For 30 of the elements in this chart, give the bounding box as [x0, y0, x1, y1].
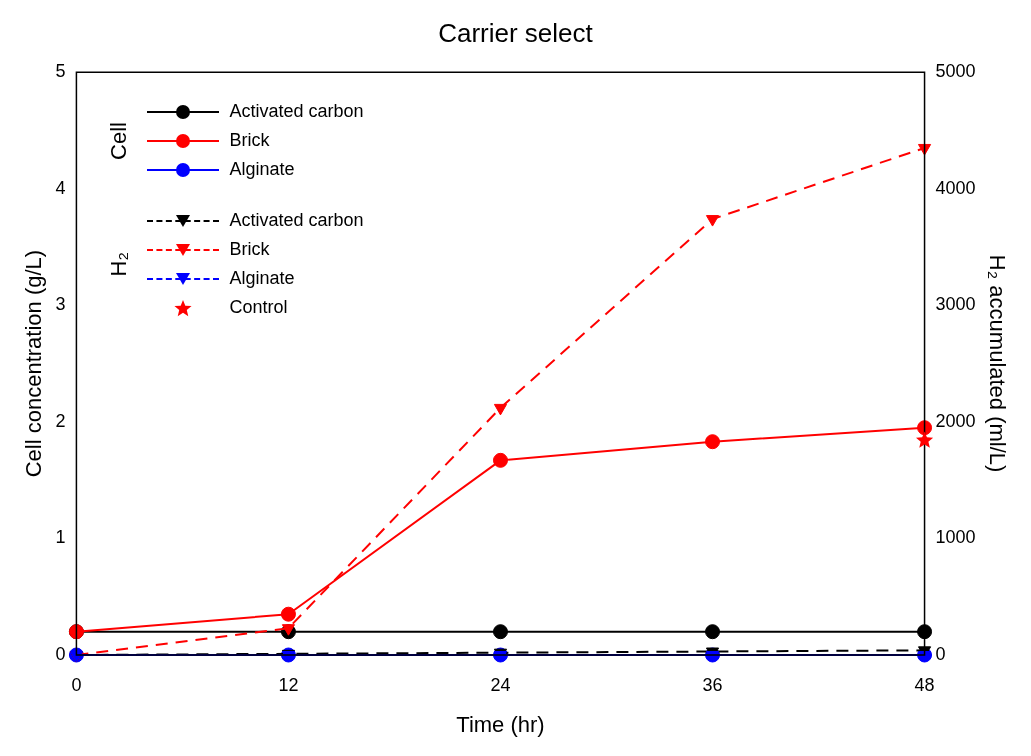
y-axis-title: Cell concentration (g/L)	[21, 249, 47, 478]
y-tick-label: 5	[55, 61, 66, 82]
legend-label: Activated carbon	[229, 101, 364, 123]
legend-label: Brick	[229, 239, 270, 261]
y-tick-label: 2	[55, 410, 66, 431]
x-tick-label: 24	[490, 674, 511, 695]
x-tick-label: 0	[71, 674, 82, 695]
x-tick-label: 12	[278, 674, 299, 695]
x-tick-label: 36	[702, 674, 723, 695]
y-tick-label: 4	[55, 177, 66, 198]
legend-label: Alginate	[229, 159, 295, 181]
annotation: H₂	[106, 251, 133, 277]
legend-label: Alginate	[229, 268, 295, 290]
y-tick-label: 1	[55, 527, 66, 548]
y2-tick-label: 0	[935, 643, 946, 664]
legend-label: Control	[229, 297, 288, 319]
y-tick-label: 3	[55, 294, 66, 315]
y2-tick-label: 2000	[935, 410, 976, 431]
y2-tick-label: 1000	[935, 527, 976, 548]
x-axis-title: Time (hr)	[456, 711, 545, 737]
y2-tick-label: 3000	[935, 294, 976, 315]
legend-label: Activated carbon	[229, 210, 364, 232]
x-tick-label: 48	[914, 674, 935, 695]
annotation: Cell	[106, 121, 133, 160]
y2-axis-title: H₂ accumulated (ml/L)	[984, 254, 1010, 473]
y-tick-label: 0	[55, 643, 66, 664]
chart-title: Carrier select	[438, 17, 594, 48]
legend-label: Brick	[229, 130, 270, 152]
y2-tick-label: 5000	[935, 61, 976, 82]
y2-tick-label: 4000	[935, 177, 976, 198]
